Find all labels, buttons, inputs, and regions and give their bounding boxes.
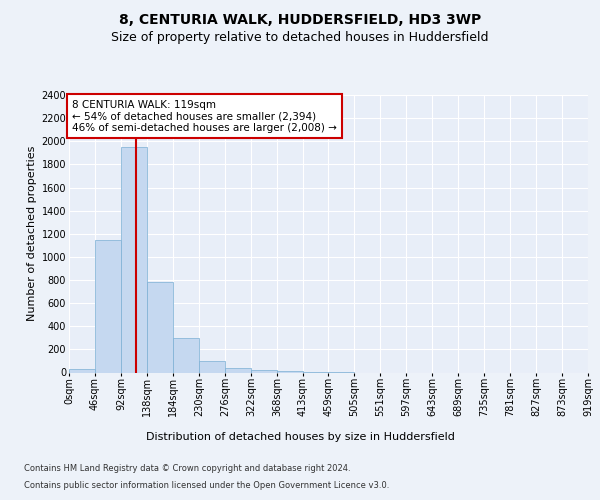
Text: Contains public sector information licensed under the Open Government Licence v3: Contains public sector information licen… xyxy=(24,481,389,490)
Text: Distribution of detached houses by size in Huddersfield: Distribution of detached houses by size … xyxy=(146,432,454,442)
Bar xyxy=(69,369,95,372)
Y-axis label: Number of detached properties: Number of detached properties xyxy=(28,146,37,322)
Bar xyxy=(225,368,251,372)
Bar xyxy=(95,240,121,372)
Text: 8, CENTURIA WALK, HUDDERSFIELD, HD3 3WP: 8, CENTURIA WALK, HUDDERSFIELD, HD3 3WP xyxy=(119,12,481,26)
Bar xyxy=(121,147,147,372)
Text: Size of property relative to detached houses in Huddersfield: Size of property relative to detached ho… xyxy=(111,31,489,44)
Text: Contains HM Land Registry data © Crown copyright and database right 2024.: Contains HM Land Registry data © Crown c… xyxy=(24,464,350,473)
Bar xyxy=(277,371,303,372)
Bar xyxy=(147,282,173,372)
Bar xyxy=(251,370,277,372)
Text: 8 CENTURIA WALK: 119sqm
← 54% of detached houses are smaller (2,394)
46% of semi: 8 CENTURIA WALK: 119sqm ← 54% of detache… xyxy=(72,100,337,133)
Bar xyxy=(199,361,225,372)
Bar xyxy=(173,338,199,372)
